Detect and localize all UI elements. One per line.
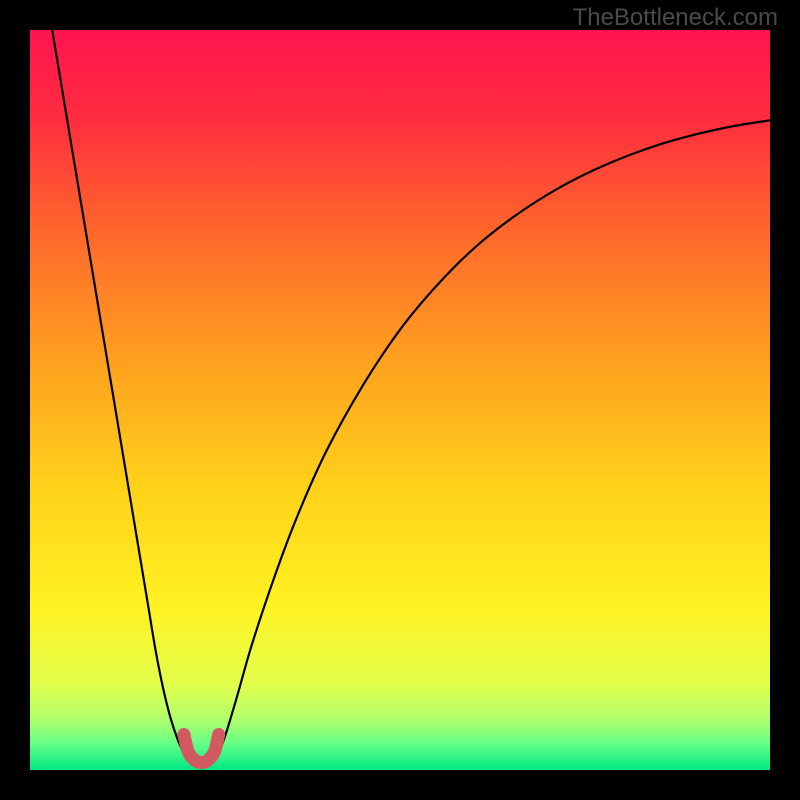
plot-area bbox=[30, 30, 770, 770]
chart-svg bbox=[30, 30, 770, 770]
chart-container: TheBottleneck.com bbox=[0, 0, 800, 800]
watermark-text: TheBottleneck.com bbox=[573, 4, 778, 32]
gradient-background bbox=[30, 30, 770, 770]
